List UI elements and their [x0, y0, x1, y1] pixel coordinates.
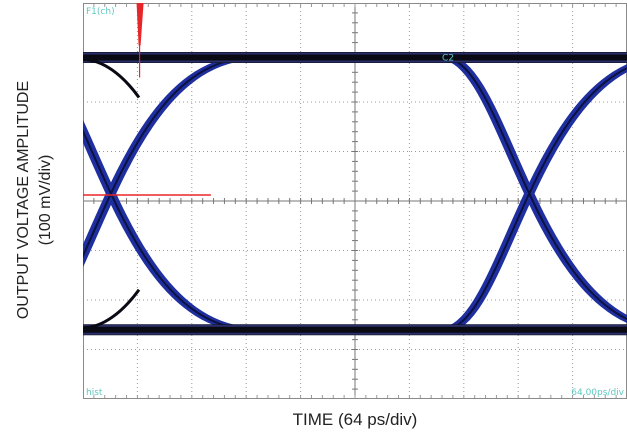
falling-edge-trace [443, 54, 627, 321]
falling-edge-core [443, 56, 627, 320]
falling-edge-core [83, 128, 254, 331]
annotation-top-left: F1(ch) [86, 7, 115, 17]
y-axis-label-line-1: OUTPUT VOLTAGE AMPLITUDE [15, 80, 32, 319]
edge-entry-trace [83, 288, 141, 330]
eye-traces [83, 51, 627, 336]
scope-annotations: F1(ch) C2 hist 64.00ps/div [86, 7, 625, 398]
annotation-bottom-left: hist [86, 388, 103, 398]
trigger-marker [136, 3, 144, 46]
falling-edge-trace [83, 119, 259, 333]
x-axis-label: TIME (64 ps/div) [292, 410, 418, 429]
eye-diagram-plot: F1(ch) C2 hist 64.00ps/div [83, 3, 627, 399]
y-axis-label: OUTPUT VOLTAGE AMPLITUDE (100 mV/div) [0, 0, 70, 399]
y-axis-label-line-2: (100 mV/div) [37, 154, 54, 245]
markers [83, 3, 211, 196]
annotation-top-right: C2 [442, 53, 454, 63]
annotation-bottom-right: 64.00ps/div [571, 388, 624, 398]
edge-entry-trace [83, 57, 141, 99]
